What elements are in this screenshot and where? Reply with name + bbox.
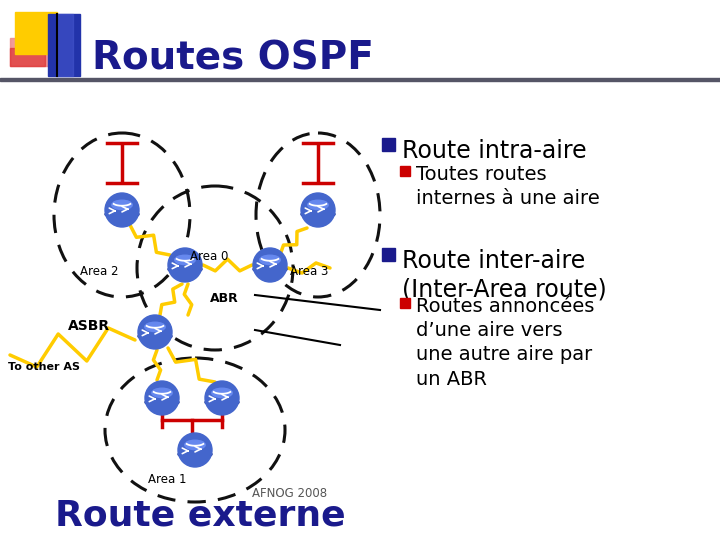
Text: Toutes routes
internes à une aire: Toutes routes internes à une aire bbox=[416, 165, 600, 208]
Ellipse shape bbox=[253, 265, 287, 273]
Ellipse shape bbox=[105, 210, 139, 219]
Text: AFNOG 2008: AFNOG 2008 bbox=[253, 487, 328, 500]
Bar bbox=[0, 78, 720, 81]
Text: Routes OSPF: Routes OSPF bbox=[92, 39, 374, 77]
Text: Area 2: Area 2 bbox=[80, 265, 119, 278]
Ellipse shape bbox=[145, 322, 165, 332]
Text: Routes annoncées
d’une aire vers
une autre aire par
un ABR: Routes annoncées d’une aire vers une aut… bbox=[416, 297, 595, 389]
Text: Area 3: Area 3 bbox=[290, 265, 328, 278]
Text: Route externe: Route externe bbox=[55, 498, 346, 532]
Circle shape bbox=[168, 248, 202, 282]
Circle shape bbox=[301, 193, 335, 227]
Text: Route intra-aire: Route intra-aire bbox=[402, 139, 587, 163]
Bar bbox=[400, 166, 410, 176]
Ellipse shape bbox=[168, 265, 202, 273]
Ellipse shape bbox=[138, 332, 172, 341]
Ellipse shape bbox=[301, 210, 335, 219]
Text: Route inter-aire
(Inter-Area route): Route inter-aire (Inter-Area route) bbox=[402, 249, 607, 302]
Circle shape bbox=[178, 433, 212, 467]
Circle shape bbox=[253, 248, 287, 282]
Ellipse shape bbox=[145, 398, 179, 407]
Circle shape bbox=[205, 381, 239, 415]
Ellipse shape bbox=[152, 388, 172, 397]
Circle shape bbox=[145, 381, 179, 415]
Text: Area 1: Area 1 bbox=[148, 473, 186, 486]
Text: ABR: ABR bbox=[210, 292, 239, 305]
Bar bbox=[57, 14, 73, 76]
Bar bbox=[382, 248, 395, 261]
Text: Area 0: Area 0 bbox=[190, 250, 228, 263]
FancyBboxPatch shape bbox=[10, 38, 54, 66]
Ellipse shape bbox=[178, 450, 212, 458]
Bar bbox=[15, 12, 57, 54]
Ellipse shape bbox=[185, 440, 205, 450]
Ellipse shape bbox=[212, 388, 232, 397]
Text: To other AS: To other AS bbox=[8, 362, 80, 372]
Ellipse shape bbox=[112, 200, 132, 210]
Text: ASBR: ASBR bbox=[68, 319, 110, 333]
Ellipse shape bbox=[175, 255, 195, 265]
FancyBboxPatch shape bbox=[10, 48, 45, 66]
Circle shape bbox=[105, 193, 139, 227]
Ellipse shape bbox=[205, 398, 239, 407]
Ellipse shape bbox=[308, 200, 328, 210]
Circle shape bbox=[138, 315, 172, 349]
Bar bbox=[400, 298, 410, 308]
Ellipse shape bbox=[260, 255, 280, 265]
Bar bbox=[48, 14, 80, 76]
Bar bbox=[382, 138, 395, 151]
